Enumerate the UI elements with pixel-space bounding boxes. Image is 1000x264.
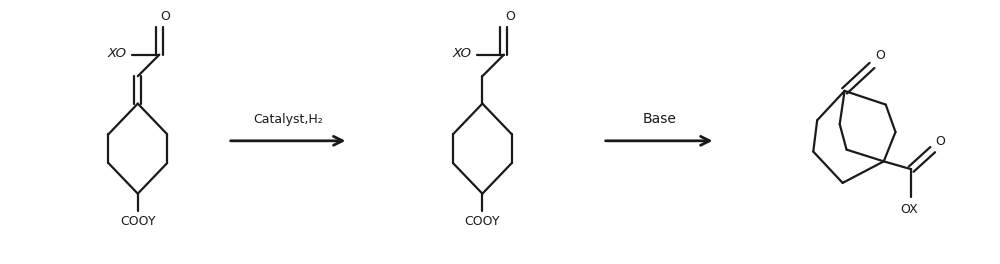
Text: XO: XO	[453, 47, 472, 60]
Text: COOY: COOY	[120, 215, 156, 228]
Text: COOY: COOY	[465, 215, 500, 228]
Text: O: O	[505, 10, 515, 23]
Text: Base: Base	[642, 112, 676, 126]
Text: OX: OX	[900, 204, 918, 216]
Text: O: O	[875, 49, 885, 62]
Text: Catalyst,H₂: Catalyst,H₂	[253, 113, 323, 126]
Text: O: O	[160, 10, 170, 23]
Text: O: O	[936, 135, 946, 148]
Text: XO: XO	[108, 47, 127, 60]
